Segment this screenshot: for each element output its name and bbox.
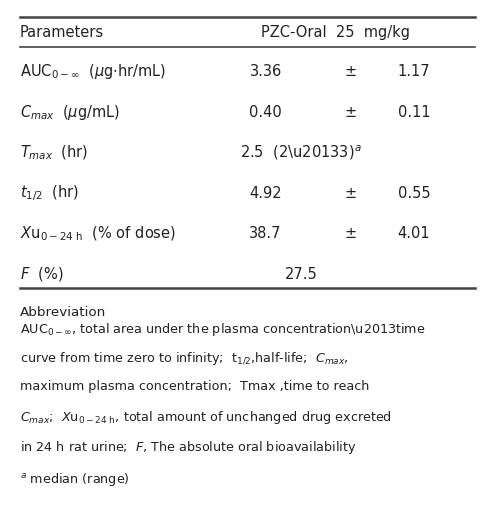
Text: 4.01: 4.01 <box>398 226 430 241</box>
Text: PZC-Oral  25  mg/kg: PZC-Oral 25 mg/kg <box>261 25 410 40</box>
Text: 3.36: 3.36 <box>249 64 282 79</box>
Text: $C_{max}$;  $\mathit{X}$u$_{0-24\ \rm{h}}$, total amount of unchanged drug excre: $C_{max}$; $\mathit{X}$u$_{0-24\ \rm{h}}… <box>20 409 392 426</box>
Text: $\pm$: $\pm$ <box>344 105 357 120</box>
Text: maximum plasma concentration;  Tmax ,time to reach: maximum plasma concentration; Tmax ,time… <box>20 379 369 392</box>
Text: $\pm$: $\pm$ <box>344 185 357 200</box>
Text: 1.17: 1.17 <box>398 64 430 79</box>
Text: 27.5: 27.5 <box>285 266 318 281</box>
Text: curve from time zero to infinity;  t$_{1/2}$,half-life;  $C_{max}$,: curve from time zero to infinity; t$_{1/… <box>20 350 348 367</box>
Text: 0.40: 0.40 <box>249 105 282 120</box>
Text: AUC$_{0-\infty}$, total area under the plasma concentration\u2013time: AUC$_{0-\infty}$, total area under the p… <box>20 321 425 338</box>
Text: in 24 h rat urine;  $\mathit{F}$, The absolute oral bioavailability: in 24 h rat urine; $\mathit{F}$, The abs… <box>20 438 356 455</box>
Text: $\mathit{F}$  (%): $\mathit{F}$ (%) <box>20 265 63 283</box>
Text: $\mathit{X}$u$_{0-24\ \rm{h}}$  (% of dose): $\mathit{X}$u$_{0-24\ \rm{h}}$ (% of dos… <box>20 224 175 242</box>
Text: $t_{1/2}$  (hr): $t_{1/2}$ (hr) <box>20 183 78 203</box>
Text: 0.55: 0.55 <box>398 185 430 200</box>
Text: Parameters: Parameters <box>20 25 104 40</box>
Text: $\pm$: $\pm$ <box>344 226 357 241</box>
Text: $C_{max}$  ($\mu$g/mL): $C_{max}$ ($\mu$g/mL) <box>20 103 120 122</box>
Text: Abbreviation: Abbreviation <box>20 306 106 319</box>
Text: 4.92: 4.92 <box>249 185 282 200</box>
Text: 0.11: 0.11 <box>398 105 430 120</box>
Text: 2.5  (2\u20133)$^{a}$: 2.5 (2\u20133)$^{a}$ <box>241 143 362 162</box>
Text: AUC$_{0-\infty}$  ($\mu$g$\cdot$hr/mL): AUC$_{0-\infty}$ ($\mu$g$\cdot$hr/mL) <box>20 62 166 81</box>
Text: $^{a}$ median (range): $^{a}$ median (range) <box>20 470 129 487</box>
Text: $T_{max}$  (hr): $T_{max}$ (hr) <box>20 143 88 162</box>
Text: 38.7: 38.7 <box>249 226 282 241</box>
Text: $\pm$: $\pm$ <box>344 64 357 79</box>
